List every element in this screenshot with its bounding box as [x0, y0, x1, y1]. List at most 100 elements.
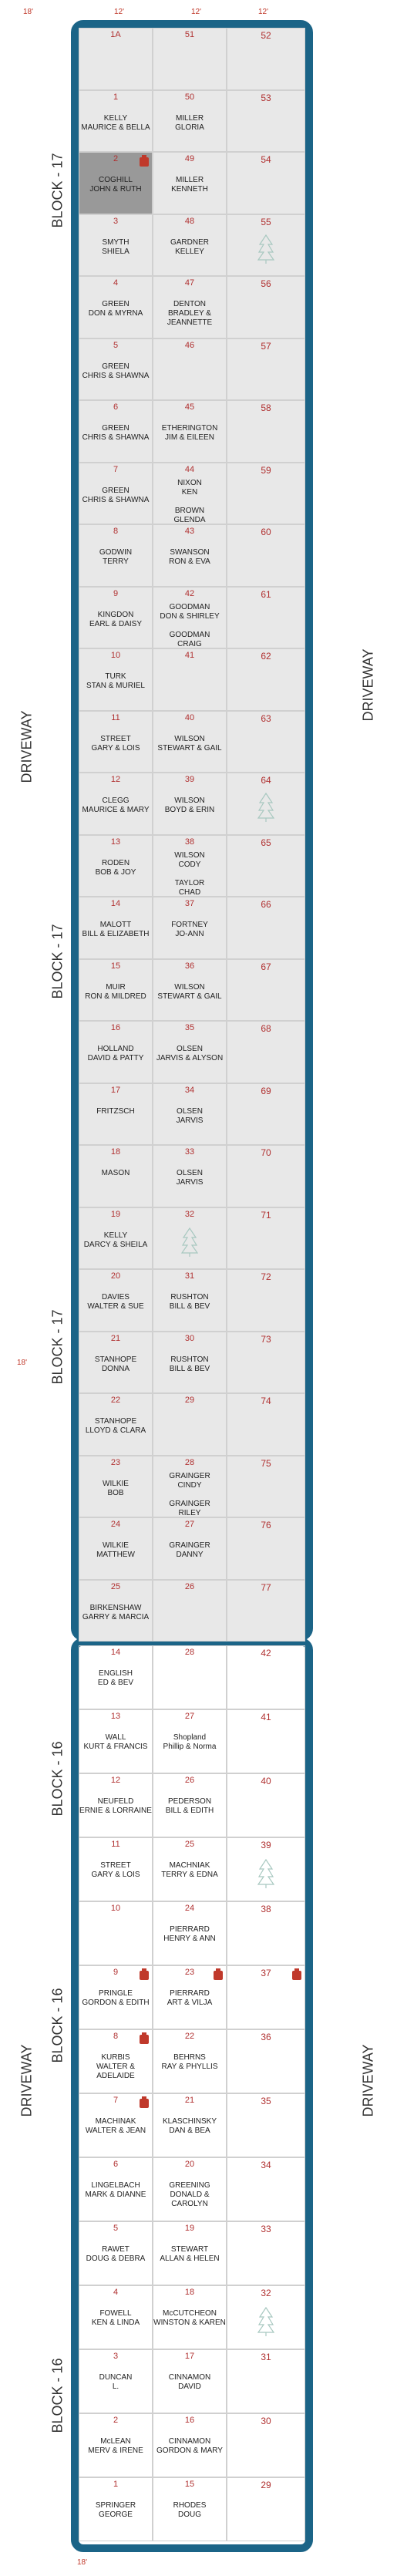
flag-marker-icon	[214, 1968, 223, 1980]
block17-plot-51: 51	[153, 28, 227, 90]
block17-plot-11: 11 STREET GARY & LOIS	[79, 710, 153, 773]
block16-plot-19: 19 STEWART ALLAN & HELEN	[153, 2221, 227, 2285]
tree-icon	[257, 792, 275, 823]
block16-plot-6: 6 LINGELBACH MARK & DIANNE	[79, 2157, 153, 2221]
occupant-name: CINDY	[177, 1480, 202, 1490]
plot-number: 14	[110, 1648, 121, 1657]
plot-number: 24	[110, 1520, 121, 1529]
plot-number: 39	[261, 1840, 271, 1850]
occupant-name: GARY & LOIS	[91, 743, 140, 753]
block16-plot-35: 35	[227, 2093, 305, 2157]
block17-plot-72: 72	[227, 1269, 305, 1332]
block17-plot-66: 66	[227, 897, 305, 959]
block16-plot-20: 20 GREENING DONALD & CAROLYN	[153, 2157, 227, 2221]
plot-number: 41	[261, 1712, 271, 1722]
tree-icon	[257, 2306, 275, 2337]
occupant-name: CAROLYN	[171, 2200, 208, 2208]
plot-number: 11	[111, 1840, 120, 1849]
plot-number: 5	[113, 340, 119, 350]
occupant-name: JEANNETTE	[167, 318, 213, 327]
occupant-name: GRAINGER	[169, 1541, 210, 1550]
occupant-name: Phillip & Norma	[163, 1743, 217, 1751]
plot-number: 53	[261, 92, 271, 103]
occupant-name: MUIR	[106, 982, 126, 992]
block17-plot-9: 9 KINGDON EARL & DAISY	[79, 586, 153, 648]
plot-number: 55	[261, 216, 271, 227]
block16-plot-36: 36	[227, 2029, 305, 2093]
plot-number: 35	[184, 1023, 195, 1032]
plot-number: 70	[261, 1147, 271, 1158]
plot-number: 10	[110, 651, 121, 660]
plot-number: 38	[184, 837, 195, 847]
occupant-name: ETHERINGTON	[161, 424, 218, 433]
block16-plot-29: 29	[227, 2477, 305, 2541]
occupant-name: MERV & IRENE	[88, 2446, 143, 2455]
block17-plot-59: 59	[227, 462, 305, 524]
occupant-name: FRITZSCH	[96, 1106, 135, 1116]
block16-plot-1: 1 SPRINGER GEORGE	[79, 2477, 153, 2541]
plot-number: 58	[261, 402, 271, 413]
block16-plot-38: 38	[227, 1901, 305, 1965]
plot-number: 29	[261, 2480, 271, 2490]
plot-number: 27	[184, 1520, 195, 1529]
occupant-name: SHIELA	[102, 247, 130, 256]
plot-number: 50	[184, 92, 195, 102]
plot-number: 68	[261, 1023, 271, 1034]
plot-number: 8	[113, 527, 119, 536]
occupant-name: BILL & BEV	[169, 1302, 210, 1311]
occupant-name: DAN & BEA	[169, 2126, 210, 2135]
occupant-name: JOHN & RUTH	[89, 185, 142, 194]
block16-plot-15: 15 RHODES DOUG	[153, 2477, 227, 2541]
occupant-name: OLSEN	[177, 1106, 203, 1116]
driveway-label-right-bottom: DRIVEWAY	[360, 2044, 376, 2117]
plot-number: 7	[113, 464, 119, 474]
plot-number: 52	[261, 30, 271, 41]
occupant-name: GRAINGER	[169, 1471, 210, 1480]
occupant-name: DENTON	[173, 300, 207, 308]
block17-plot-75: 75	[227, 1455, 305, 1517]
occupant-name: GODWIN	[99, 548, 133, 557]
plot-number: 18	[184, 2288, 195, 2297]
plot-number: 23	[184, 1968, 195, 1977]
occupant-name: STANHOPE	[94, 1355, 137, 1364]
occupant-name: GORDON & EDITH	[82, 1999, 150, 2007]
occupant-name: CHRIS & SHAWNA	[82, 371, 150, 380]
block17-plot-29: 29	[153, 1393, 227, 1456]
block17-plot-24: 24 WILKIE MATTHEW	[79, 1517, 153, 1580]
block16-plot-21: 21 KLASCHINSKY DAN & BEA	[153, 2093, 227, 2157]
occupant-name: EARL & DAISY	[89, 619, 142, 628]
block16-plot-22: 22 BEHRNS RAY & PHYLLIS	[153, 2029, 227, 2093]
plot-number: 13	[110, 1712, 121, 1721]
block16-plot-17: 17 CINNAMON DAVID	[153, 2349, 227, 2413]
occupant-name: WALTER &	[96, 2062, 135, 2071]
block16-plot-24: 24 PIERRARD HENRY & ANN	[153, 1901, 227, 1965]
occupant-name: GREEN	[102, 486, 130, 495]
plot-number: 1	[113, 2480, 119, 2489]
occupant-name: MILLER	[175, 113, 204, 123]
occupant-name: Shopland	[173, 1733, 207, 1742]
block16-plot-3: 3 DUNCAN L.	[79, 2349, 153, 2413]
occupant-name: WILSON	[174, 982, 205, 992]
occupant-name: STANHOPE	[94, 1417, 137, 1426]
block17-plot-32: 32	[153, 1207, 227, 1269]
occupant-name: ALLAN & HELEN	[160, 2254, 220, 2263]
occupant-name: GREEN	[102, 424, 130, 433]
plot-number: 77	[261, 1581, 271, 1593]
occupant-name: DONALD &	[170, 2190, 210, 2199]
plot-number: 27	[184, 1712, 195, 1721]
occupant-name: JARVIS & ALYSON	[156, 1054, 224, 1062]
block17-plot-74: 74	[227, 1393, 305, 1456]
occupant-name: GORDON & MARY	[156, 2446, 223, 2455]
occupant-name: RON & MILDRED	[85, 992, 146, 1001]
block17-plot-19: 19 KELLY DARCY & SHEILA	[79, 1207, 153, 1269]
block17-plot-57: 57	[227, 338, 305, 400]
block16-plot-42: 42	[227, 1645, 305, 1709]
plot-number: 40	[184, 712, 195, 722]
plot-number: 1	[113, 92, 119, 102]
plot-number: 34	[184, 1085, 195, 1095]
block16-plot-41: 41	[227, 1709, 305, 1773]
flag-marker-icon	[140, 1968, 149, 1980]
block16-plot-34: 34	[227, 2157, 305, 2221]
occupant-name: SWANSON	[170, 548, 210, 557]
plot-number: 41	[184, 651, 195, 660]
